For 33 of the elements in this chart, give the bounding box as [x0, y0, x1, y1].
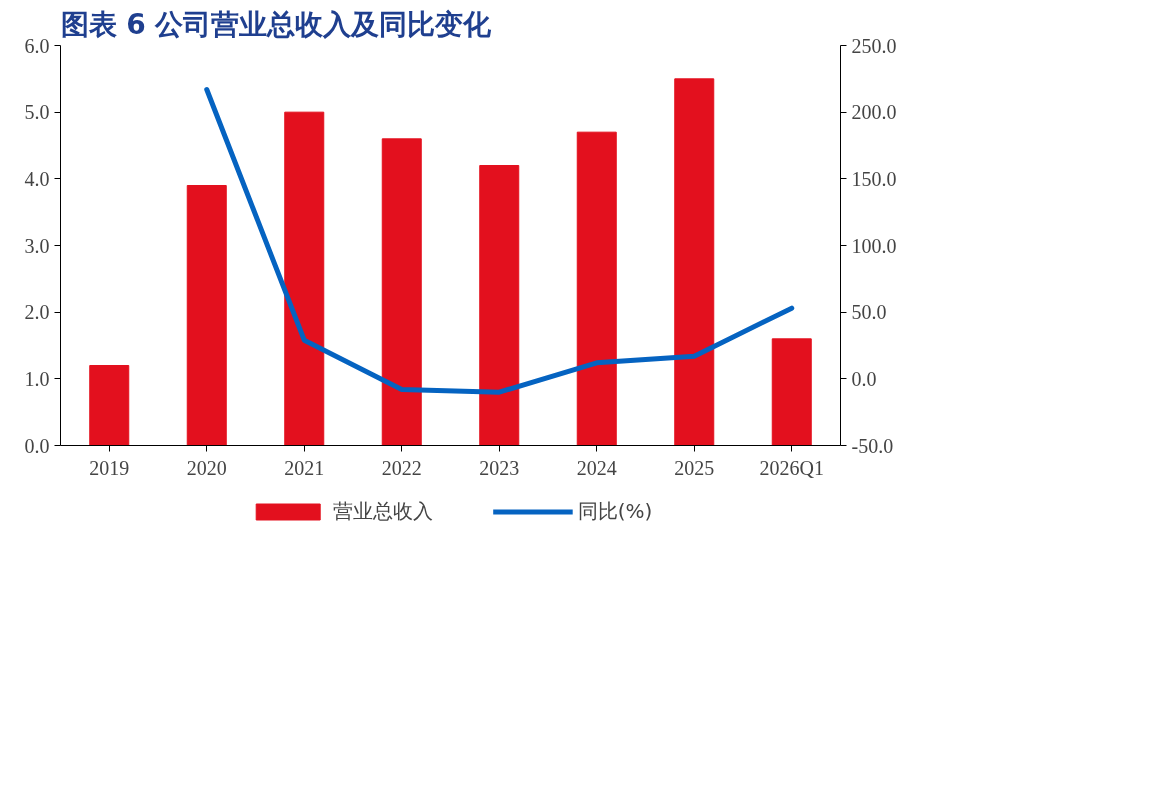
y2-tick-label: -50.0 — [851, 434, 894, 457]
x-tick-label: 2020 — [186, 456, 227, 479]
x-tick-label: 2026Q1 — [759, 456, 824, 479]
bar — [576, 131, 617, 446]
bar — [89, 365, 130, 446]
y2-tick-label: 0.0 — [851, 367, 877, 390]
chart-title: 图表 6 公司营业总收入及同比变化 — [60, 7, 493, 41]
bar — [479, 165, 520, 446]
y2-tick-label: 200.0 — [851, 101, 897, 124]
bar — [284, 111, 325, 446]
x-tick-label: 2019 — [89, 456, 130, 479]
y-tick-label: 3.0 — [24, 234, 50, 257]
y-tick-label: 4.0 — [24, 167, 50, 190]
bar — [674, 78, 715, 446]
bar — [186, 185, 227, 446]
legend-label: 同比(%) — [577, 497, 653, 525]
bar — [771, 338, 812, 446]
y-tick-label: 6.0 — [24, 34, 50, 57]
y2-tick-label: 150.0 — [851, 167, 897, 190]
y2-tick-label: 250.0 — [851, 34, 897, 57]
y-tick-label: 5.0 — [24, 101, 50, 124]
legend-label: 营业总收入 — [332, 497, 433, 525]
x-tick-label: 2021 — [284, 456, 325, 479]
y2-tick-label: 50.0 — [851, 301, 887, 324]
x-tick-label: 2024 — [576, 456, 617, 479]
x-tick-label: 2022 — [381, 456, 422, 479]
y2-tick-label: 100.0 — [851, 234, 897, 257]
y-tick-label: 1.0 — [24, 367, 50, 390]
y-tick-label: 0.0 — [24, 434, 50, 457]
y-tick-label: 2.0 — [24, 301, 50, 324]
x-tick-label: 2023 — [479, 456, 520, 479]
x-tick-label: 2025 — [674, 456, 715, 479]
bar — [381, 138, 422, 446]
